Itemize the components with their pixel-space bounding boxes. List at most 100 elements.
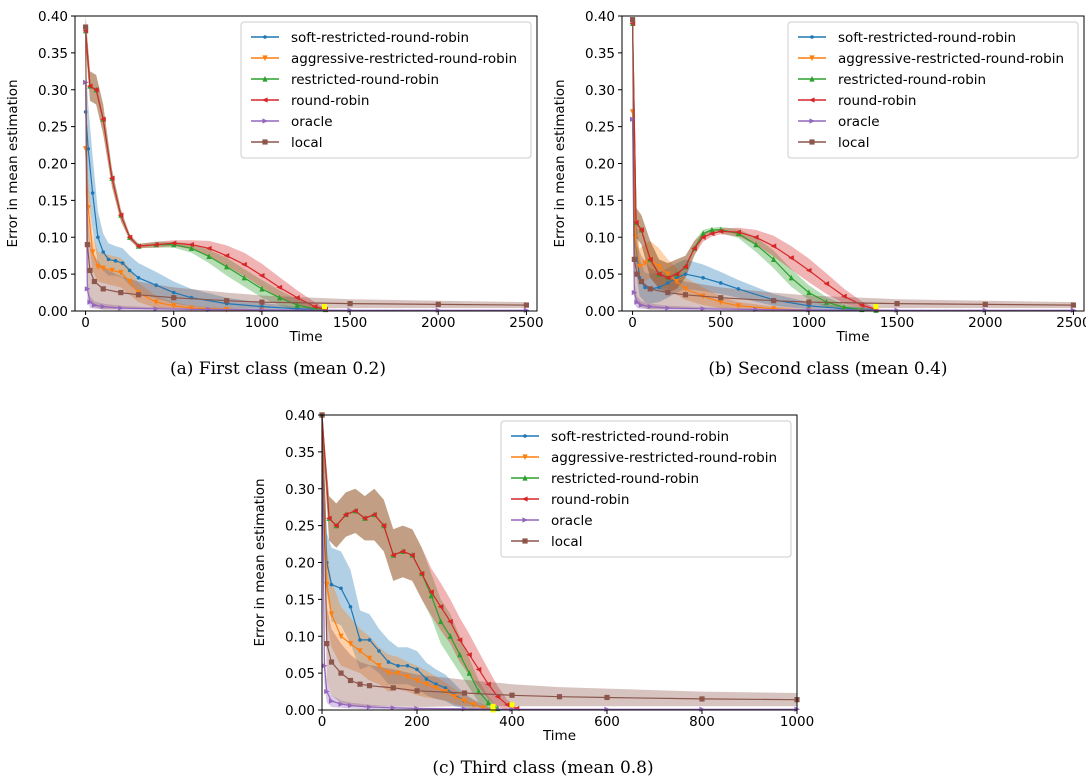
series-point-6-8 [390,685,396,691]
series-point-2-10 [153,299,159,306]
y-tick-label: 0.25 [285,519,315,535]
series-point-4-8 [380,523,387,529]
legend-swatch-marker [810,35,814,39]
series-point-1-7 [113,259,118,263]
legend-item-4: round-robin [251,93,369,109]
series-point-1-5 [348,604,353,609]
series-point-5-3 [87,299,94,305]
series-point-2-3 [637,264,643,270]
series-point-6-6 [357,681,363,687]
series-point-4-12 [205,245,212,251]
series-point-1-9 [127,268,132,273]
legend-swatch-marker [262,75,268,82]
series-point-4-17 [294,295,300,301]
plot-area [318,411,801,713]
y-tick-label: 0.10 [38,230,68,246]
series-point-5-12 [1070,307,1077,313]
series-point-4-13 [223,253,230,259]
series-point-4-2 [326,515,332,521]
series-point-4-11 [708,230,715,237]
series-point-2-16 [452,694,458,700]
series-point-2-7 [118,270,124,276]
series-point-6-10 [806,299,812,305]
y-tick-label: 0.20 [285,556,315,572]
series-point-4-12 [717,228,724,234]
series-point-3-11 [188,245,194,251]
series-point-4-3 [333,523,339,529]
y-tick-label: 0.40 [38,9,68,25]
legend-label: local [838,135,869,151]
x-tick-label: 800 [689,714,715,730]
legend-item-1: soft-restricted-round-robin [251,30,469,46]
x-axis-label: Time [288,329,322,345]
series-point-2-6 [656,264,662,270]
series-point-6-12 [435,301,441,307]
series-point-2-4 [642,260,648,267]
series-point-2-18 [471,702,477,708]
y-tick-label: 0.15 [285,592,315,608]
series-point-1-14 [434,682,438,686]
series-point-5-12 [523,307,530,313]
series-point-3-16 [788,274,794,281]
legend-item-1: soft-restricted-round-robin [511,429,729,445]
legend-swatch-marker [808,97,815,103]
series-point-1-3 [90,191,95,195]
y-tick-label: 0.30 [285,482,315,498]
series-point-3-17 [466,670,472,676]
legend-swatch-marker [262,55,268,62]
series-point-5-6 [347,702,354,709]
series-point-1-4 [96,235,100,240]
series-point-2-14 [433,685,439,691]
legend: soft-restricted-round-robin aggressive-re… [500,420,792,558]
series-point-5-7 [700,306,707,312]
series-point-4-16 [456,637,463,643]
series-band-4 [632,16,876,311]
series-point-6-2 [324,641,330,647]
x-tick-label: 2000 [421,315,455,331]
series-point-5-10 [347,307,354,313]
series-point-4-4 [647,256,653,262]
series-point-2-10 [395,670,401,677]
legend-item-5: oracle [511,513,593,529]
series-point-3-17 [806,289,812,296]
series-point-2-11 [718,299,724,306]
series-point-4-7 [673,271,680,277]
legend-swatch-marker [262,139,268,145]
series-point-2-7 [665,271,671,278]
series-point-5-8 [390,705,397,711]
series-point-5-3 [634,299,641,305]
legend-item-6: local [798,135,869,151]
series-point-4-19 [485,681,491,687]
series-point-4-8 [682,264,689,270]
x-tick-label: 1000 [792,315,826,331]
series-point-5-4 [638,302,645,308]
legend-label: local [291,135,322,151]
series-point-6-13 [523,302,530,308]
x-tick-label: 2000 [968,315,1002,331]
legend: soft-restricted-round-robin aggressive-re… [787,21,1079,159]
series-point-6-4 [338,670,344,676]
series-point-3-15 [771,256,777,262]
series-point-5-10 [894,307,901,313]
y-axis-label: Error in mean estimation [552,79,568,247]
series-point-4-16 [276,284,283,290]
legend-swatch-marker [809,118,816,124]
series-point-4-2 [633,219,639,226]
series-point-1-6 [358,638,362,642]
y-tick-label: 0.10 [285,629,315,645]
legend-item-4: round-robin [511,492,629,508]
legend-swatch-marker [263,35,267,39]
series-point-4-16 [788,255,794,261]
series-point-2-12 [735,303,741,309]
series-band-3 [85,16,326,311]
series-point-1-14 [807,304,811,308]
legend-label: restricted-round-robin [291,72,439,88]
series-point-2-8 [127,278,133,285]
series-point-4-11 [188,242,194,248]
series-point-4-4 [342,511,349,518]
series-point-6-10 [461,690,468,696]
series-point-6-10 [259,299,265,305]
x-tick-label: 1500 [880,315,914,331]
series-point-3-19 [841,304,847,310]
legend-label: soft-restricted-round-robin [551,429,729,445]
